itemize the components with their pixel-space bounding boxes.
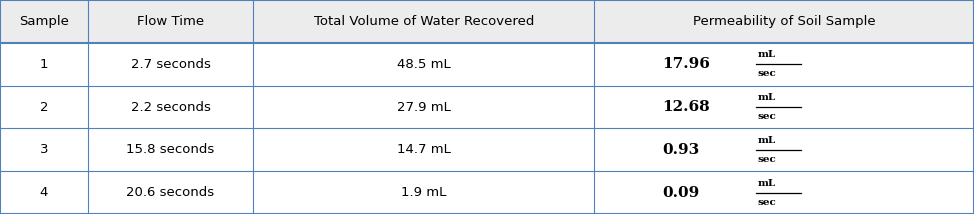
Bar xyxy=(594,0,974,43)
Text: Sample: Sample xyxy=(19,15,69,28)
Text: sec: sec xyxy=(758,69,776,78)
Text: 48.5 mL: 48.5 mL xyxy=(396,58,451,71)
Bar xyxy=(253,0,594,43)
Text: sec: sec xyxy=(758,155,776,164)
Bar xyxy=(0,86,88,128)
Bar xyxy=(88,43,253,86)
Text: 0.93: 0.93 xyxy=(662,143,699,157)
Bar xyxy=(88,128,253,171)
Bar xyxy=(594,171,974,214)
Text: mL: mL xyxy=(758,93,775,102)
Bar xyxy=(0,43,88,86)
Text: 1: 1 xyxy=(40,58,48,71)
Text: 20.6 seconds: 20.6 seconds xyxy=(127,186,214,199)
Text: 12.68: 12.68 xyxy=(662,100,710,114)
Text: Flow Time: Flow Time xyxy=(137,15,204,28)
Text: sec: sec xyxy=(758,198,776,207)
Bar xyxy=(594,43,974,86)
Text: 0.09: 0.09 xyxy=(662,186,699,200)
Bar xyxy=(253,171,594,214)
Bar xyxy=(0,0,88,43)
Text: Permeability of Soil Sample: Permeability of Soil Sample xyxy=(693,15,876,28)
Text: 3: 3 xyxy=(40,143,48,156)
Text: 1.9 mL: 1.9 mL xyxy=(401,186,446,199)
Bar xyxy=(88,0,253,43)
Text: mL: mL xyxy=(758,136,775,145)
Bar xyxy=(88,171,253,214)
Text: 4: 4 xyxy=(40,186,48,199)
Text: 17.96: 17.96 xyxy=(662,57,710,71)
Bar xyxy=(253,43,594,86)
Text: mL: mL xyxy=(758,179,775,188)
Text: mL: mL xyxy=(758,50,775,59)
Text: 14.7 mL: 14.7 mL xyxy=(396,143,451,156)
Text: 2.2 seconds: 2.2 seconds xyxy=(131,101,210,113)
Bar xyxy=(253,128,594,171)
Bar xyxy=(0,171,88,214)
Bar xyxy=(253,86,594,128)
Text: 2.7 seconds: 2.7 seconds xyxy=(131,58,210,71)
Bar xyxy=(88,86,253,128)
Text: 27.9 mL: 27.9 mL xyxy=(396,101,451,113)
Bar xyxy=(594,86,974,128)
Text: 15.8 seconds: 15.8 seconds xyxy=(127,143,214,156)
Bar xyxy=(0,128,88,171)
Text: 2: 2 xyxy=(40,101,48,113)
Text: sec: sec xyxy=(758,112,776,121)
Bar xyxy=(594,128,974,171)
Text: Total Volume of Water Recovered: Total Volume of Water Recovered xyxy=(314,15,534,28)
